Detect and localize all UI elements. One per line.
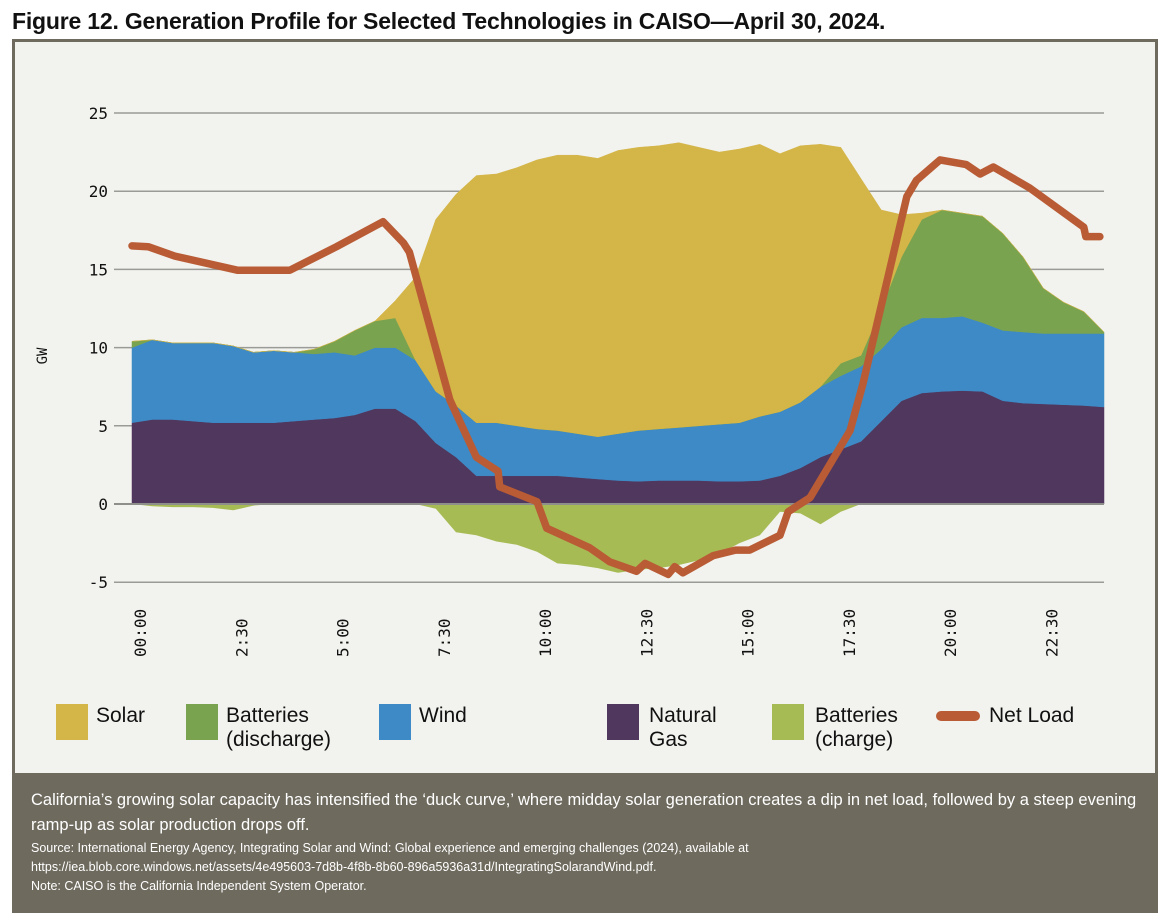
y-tick-label: 5 — [98, 417, 108, 436]
x-tick-label: 5:00 — [334, 618, 353, 657]
legend-label: Natural Gas — [649, 704, 717, 751]
x-tick-label: 00:00 — [131, 609, 150, 657]
legend-item-net-load: Net Load — [936, 704, 1074, 728]
area-series — [131, 142, 1105, 573]
net-load-series — [128, 156, 1104, 579]
x-tick-label: 2:30 — [232, 618, 251, 657]
x-tick-label: 12:30 — [637, 609, 656, 657]
legend-swatch-net-load — [936, 711, 980, 721]
legend-swatch-batteries-charge — [772, 704, 804, 740]
y-axis-ticks: 25 20 15 10 5 0 -5 — [89, 104, 108, 592]
source-note: Source: International Energy Agency, Int… — [31, 841, 749, 874]
y-tick-label: 15 — [89, 260, 108, 279]
legend-item-wind: Wind — [379, 704, 467, 740]
legend-swatch-batteries-discharge — [186, 704, 218, 740]
net-load-line — [128, 156, 1104, 579]
figure-caption: California’s growing solar capacity has … — [31, 791, 1137, 834]
y-tick-label: 0 — [98, 495, 108, 514]
y-tick-label: 10 — [89, 339, 108, 358]
x-tick-label: 17:30 — [840, 609, 859, 657]
y-tick-label: 20 — [89, 182, 108, 201]
x-tick-label: 10:00 — [536, 609, 555, 657]
legend-label: Batteries (charge) — [815, 704, 898, 751]
area-batteries-charge — [132, 504, 1104, 573]
legend-label: Net Load — [989, 704, 1075, 727]
y-tick-label: -5 — [89, 573, 108, 592]
legend-item-batteries-discharge: Batteries (discharge) — [186, 704, 331, 752]
legend-label: Batteries (discharge) — [226, 704, 332, 751]
x-tick-label: 20:00 — [941, 609, 960, 657]
generation-profile-chart: 25 20 15 10 5 0 -5 00:00 2:30 5:00 7:30 10:00 12:30… — [35, 104, 1105, 657]
figure-footer: California’s growing solar capacity has … — [12, 773, 1158, 913]
legend-item-batteries-charge: Batteries (charge) — [772, 704, 898, 752]
x-axis-ticks: 00:00 2:30 5:00 7:30 10:00 12:30 15:00 17:30 20:… — [131, 609, 1061, 657]
legend-label: Wind — [419, 704, 467, 727]
legend-swatch-wind — [379, 704, 411, 740]
legend-item-solar: Solar — [56, 704, 145, 740]
x-tick-label: 15:00 — [739, 609, 758, 657]
legend-swatch-natural-gas — [607, 704, 639, 740]
y-tick-label: 25 — [89, 104, 108, 123]
caiso-note: Note: CAISO is the California Independen… — [31, 879, 367, 893]
figure-title: Figure 12. Generation Profile for Select… — [12, 8, 886, 34]
y-axis-label: GW — [35, 347, 51, 364]
x-tick-label: 22:30 — [1042, 609, 1061, 657]
legend-label: Solar — [96, 704, 146, 727]
x-tick-label: 7:30 — [435, 618, 454, 657]
legend-swatch-solar — [56, 704, 88, 740]
legend-item-natural-gas: Natural Gas — [607, 704, 717, 752]
